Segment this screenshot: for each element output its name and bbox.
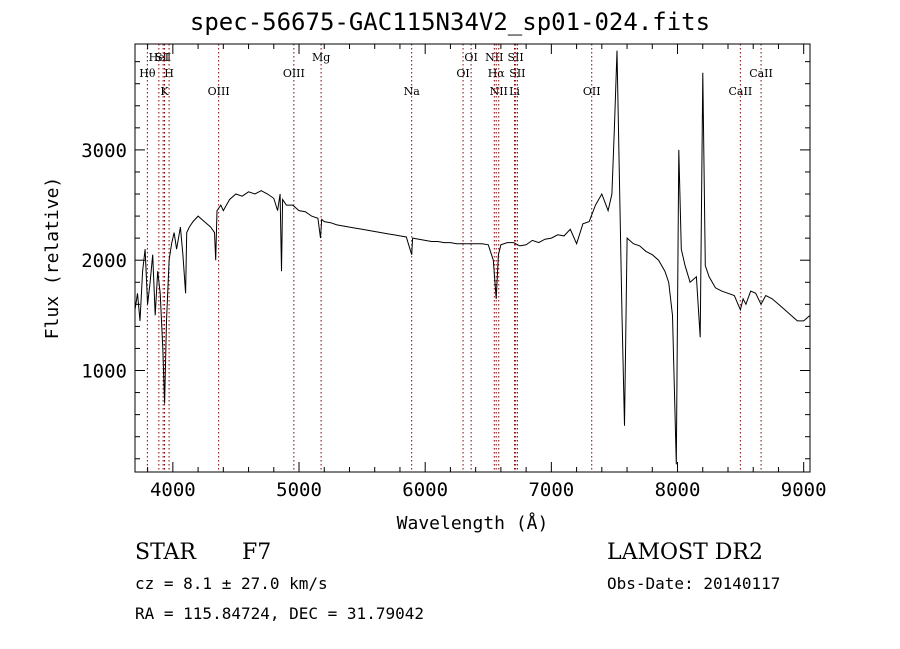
y-axis-label: Flux (relative) bbox=[42, 177, 63, 340]
spectrum-line bbox=[134, 50, 811, 465]
line-marker-label-6: OIII bbox=[283, 67, 305, 80]
line-marker-label-17: OII bbox=[583, 85, 601, 98]
obs-date-text: Obs-Date: 20140117 bbox=[607, 574, 781, 593]
line-marker-label-15: SII bbox=[509, 67, 525, 80]
line-marker-label-3: H bbox=[164, 67, 174, 80]
line-marker-label-12: Hα bbox=[488, 67, 506, 80]
line-marker-label-7: Mg bbox=[312, 51, 330, 64]
line-marker-label-16: Li bbox=[509, 85, 520, 98]
x-tick-label-8000: 8000 bbox=[655, 479, 701, 501]
line-marker-label-2: SII bbox=[155, 51, 171, 64]
x-tick-label-6000: 6000 bbox=[402, 479, 448, 501]
x-tick-label-9000: 9000 bbox=[781, 479, 827, 501]
line-marker-label-19: CaII bbox=[749, 67, 773, 80]
line-marker-label-1: HeI bbox=[149, 51, 169, 64]
coords-text: RA = 115.84724, DEC = 31.79042 bbox=[135, 604, 424, 623]
line-marker-label-4: K bbox=[160, 85, 169, 98]
chart-title: spec-56675-GAC115N34V2_sp01-024.fits bbox=[189, 8, 711, 36]
survey-name: LAMOST DR2 bbox=[607, 540, 763, 565]
x-tick-label-7000: 7000 bbox=[528, 479, 574, 501]
line-marker-label-11: NII bbox=[485, 51, 503, 64]
y-tick-label-3000: 3000 bbox=[81, 140, 127, 162]
object-class: STAR bbox=[135, 540, 196, 565]
line-marker-label-18: CaII bbox=[729, 85, 753, 98]
x-tick-label-5000: 5000 bbox=[276, 479, 322, 501]
line-marker-label-8: Na bbox=[404, 85, 421, 98]
y-tick-label-1000: 1000 bbox=[81, 361, 127, 383]
redshift-text: cz = 8.1 ± 27.0 km/s bbox=[135, 574, 328, 593]
line-marker-label-0: Hθ bbox=[139, 67, 156, 80]
line-marker-label-10: OI bbox=[464, 51, 477, 64]
y-tick-label-2000: 2000 bbox=[81, 250, 127, 272]
line-marker-label-13: NII bbox=[490, 85, 508, 98]
line-marker-label-14: SII bbox=[508, 51, 524, 64]
plot-frame bbox=[134, 43, 811, 473]
x-tick-label-4000: 4000 bbox=[150, 479, 196, 501]
x-axis-label: Wavelength (Å) bbox=[397, 512, 549, 534]
object-subclass: F7 bbox=[242, 540, 272, 565]
line-marker-label-5: OIII bbox=[208, 85, 230, 98]
line-marker-label-9: OI bbox=[456, 67, 469, 80]
